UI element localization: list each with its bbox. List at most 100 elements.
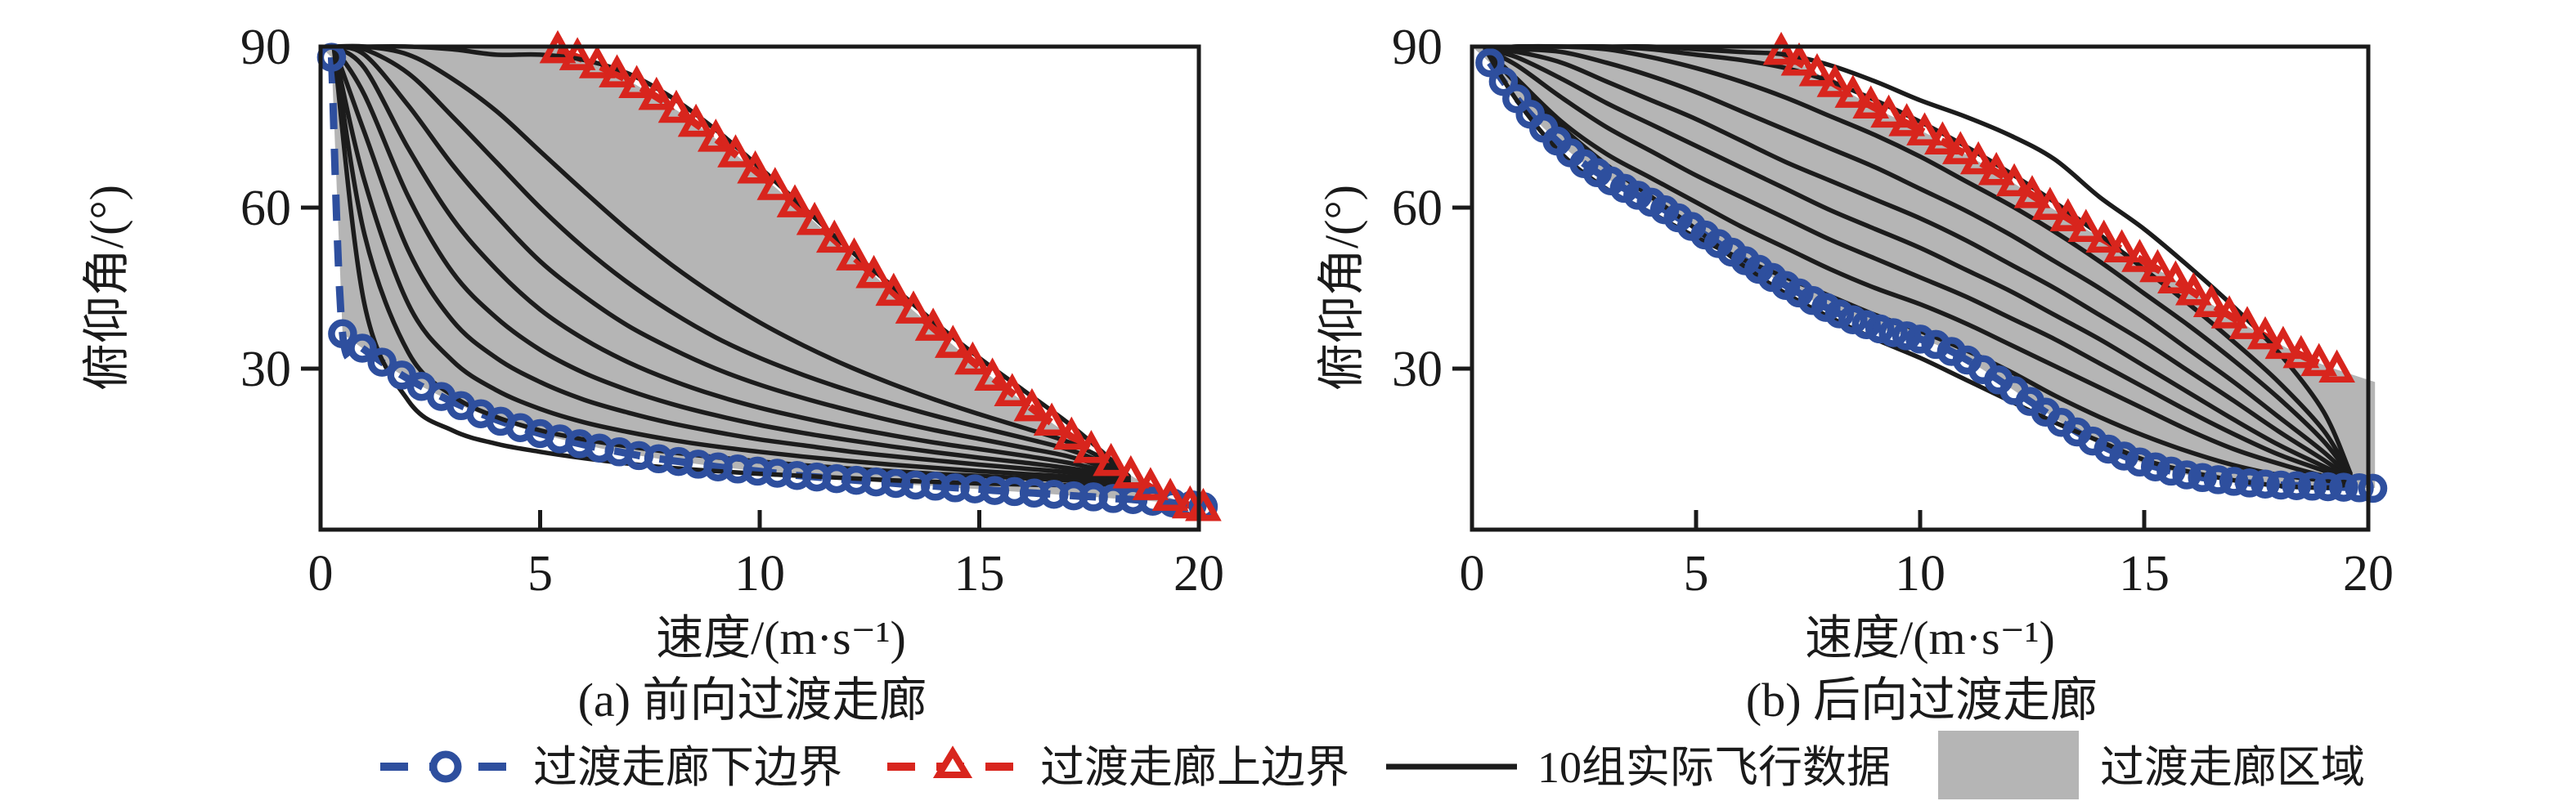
upper-boundary-triangle-marker-icon — [737, 150, 774, 184]
upper-boundary-triangle-marker-icon — [1033, 402, 1070, 436]
upper-boundary-triangle-marker-icon — [855, 254, 892, 289]
flight-data-line — [1483, 43, 2353, 479]
y-tick-label: 90 — [1392, 20, 1443, 75]
lower-boundary-circle-marker-icon — [2251, 469, 2280, 499]
upper-boundary-triangle-marker-icon — [1780, 42, 1818, 76]
x-tick-label: 10 — [1895, 546, 1945, 602]
lower-boundary-circle-marker-icon — [1488, 66, 1519, 96]
lower-boundary-circle-marker-icon — [367, 347, 397, 377]
upper-boundary-triangle-marker-icon — [1185, 487, 1222, 521]
legend-item-upper-boundary: 过渡走廊上边界 — [887, 743, 1349, 792]
plot-b-caption: (b) 后向过渡走廊 — [1746, 673, 2098, 727]
legend-item-corridor-region: 过渡走廊区域 — [1938, 731, 2365, 799]
upper-boundary-triangle-marker-icon — [1052, 416, 1090, 450]
upper-boundary-triangle-marker-icon — [2264, 325, 2302, 360]
upper-boundary-triangle-marker-icon — [1151, 477, 1189, 512]
lower-boundary-circle-marker-icon — [1905, 324, 1935, 354]
y-tick-label: 30 — [1392, 342, 1443, 397]
upper-boundary-triangle-marker-icon — [836, 237, 873, 271]
upper-boundary-triangle-marker-icon — [1816, 64, 1854, 97]
upper-boundary-triangle-marker-icon — [1959, 141, 1997, 175]
x-tick-label: 15 — [954, 546, 1005, 602]
y-tick-label: 90 — [240, 20, 291, 75]
corridor-region — [1472, 47, 2376, 489]
upper-boundary-triangle-marker-icon — [2121, 239, 2158, 272]
upper-boundary-triangle-marker-icon — [875, 272, 913, 307]
x-tick-label: 20 — [1174, 546, 1224, 602]
lower-boundary-circle-marker-icon — [2156, 456, 2186, 486]
upper-boundary-triangle-marker-icon — [2318, 349, 2355, 383]
upper-boundary-triangle-marker-icon — [914, 307, 952, 341]
upper-boundary-triangle-marker-icon — [2085, 219, 2123, 253]
lower-boundary-circle-marker-icon — [1838, 305, 1868, 334]
lower-boundary-circle-marker-icon — [2266, 470, 2296, 500]
upper-boundary-triangle-marker-icon — [954, 341, 991, 375]
plot-a-x-axis-label: 速度/(m·s⁻¹) — [656, 611, 906, 665]
upper-boundary-triangle-marker-icon — [1834, 74, 1872, 108]
lower-boundary-circle-marker-icon — [2172, 460, 2201, 490]
plot-a-forward-corridor: 0 5 10 15 20 30 60 90 — [240, 20, 1224, 602]
upper-boundary-triangle-marker-icon — [2049, 198, 2087, 231]
legend-item-flight-data: 10组实际飞行数据 — [1386, 743, 1891, 792]
upper-boundary-triangle-marker-icon — [638, 76, 675, 110]
lower-boundary-circle-marker-icon — [2219, 467, 2249, 496]
upper-boundary-triangle-marker-icon — [2228, 306, 2266, 339]
legend-corridor-region-label: 过渡走廊区域 — [2100, 743, 2365, 792]
upper-boundary-triangle-marker-icon — [1093, 442, 1129, 477]
y-tick-label: 60 — [1392, 181, 1443, 236]
upper-boundary-triangle-marker-icon — [2139, 248, 2176, 283]
upper-boundary-triangle-marker-icon — [559, 37, 596, 70]
lower-boundary-circle-marker-icon — [2313, 472, 2343, 502]
flight-data-line — [331, 44, 1131, 484]
upper-boundary-triangle-marker-icon — [2157, 260, 2194, 294]
x-tick-label: 20 — [2343, 546, 2394, 602]
upper-boundary-triangle-marker-icon — [2192, 284, 2230, 317]
lower-boundary-circle-marker-icon — [2203, 465, 2233, 494]
upper-boundary-triangle-marker-icon — [2031, 186, 2069, 221]
legend-flight-data-label: 10组实际飞行数据 — [1537, 743, 1891, 792]
upper-boundary-triangle-marker-icon — [2246, 315, 2284, 350]
upper-boundary-triangle-marker-icon — [2282, 334, 2320, 369]
legend-region-swatch-icon — [1938, 731, 2079, 799]
lower-boundary-circle-marker-icon — [348, 333, 377, 363]
upper-boundary-triangle-marker-icon — [578, 45, 616, 78]
x-tick-label: 15 — [2119, 546, 2170, 602]
upper-boundary-triangle-marker-icon — [1762, 31, 1800, 65]
flight-data-line — [331, 44, 1131, 485]
plot-b-x-axis-label: 速度/(m·s⁻¹) — [1805, 611, 2055, 665]
upper-boundary-triangle-marker-icon — [618, 65, 655, 99]
lower-boundary-circle-marker-icon — [1892, 321, 1922, 351]
upper-boundary-triangle-marker-icon — [1073, 430, 1110, 463]
lower-boundary-circle-marker-icon — [1865, 314, 1895, 344]
lower-boundary-circle-marker-icon — [1851, 310, 1881, 339]
upper-boundary-triangle-marker-icon — [1798, 53, 1836, 87]
lower-boundary-circle-marker-icon — [2188, 463, 2217, 493]
flight-data-line — [331, 44, 1131, 483]
plot-a-y-axis-label: 俯仰角/(°) — [80, 185, 133, 391]
flight-data-line — [1483, 47, 2353, 480]
lower-boundary-circle-marker-icon — [2282, 471, 2312, 500]
legend: 过渡走廊下边界 过渡走廊上边界 10组实际飞行数据 过渡走廊区域 — [380, 731, 2365, 799]
upper-boundary-triangle-marker-icon — [2174, 272, 2212, 306]
lower-boundary-circle-marker-icon — [2329, 472, 2358, 502]
lower-boundary-circle-marker-icon — [1475, 47, 1505, 78]
upper-boundary-triangle-marker-icon — [994, 373, 1031, 406]
upper-boundary-triangle-marker-icon — [2103, 229, 2140, 262]
plot-b-y-axis-label: 俯仰角/(°) — [1315, 185, 1368, 391]
lower-boundary-circle-marker-icon — [1878, 318, 1908, 347]
upper-boundary-triangle-marker-icon — [1852, 85, 1890, 119]
flight-data-line — [1483, 47, 2353, 481]
upper-boundary-triangle-marker-icon — [1870, 94, 1907, 128]
upper-boundary-triangle-marker-icon — [1941, 131, 1979, 164]
legend-triangle-marker-icon — [932, 745, 973, 778]
upper-boundary-triangle-marker-icon — [717, 134, 754, 168]
flight-data-line — [1483, 47, 2353, 482]
upper-boundary-triangle-marker-icon — [657, 89, 695, 123]
corridor-region — [321, 47, 1204, 508]
upper-boundary-triangle-marker-icon — [2013, 175, 2051, 208]
x-tick-label: 0 — [1460, 546, 1485, 602]
upper-boundary-triangle-marker-icon — [974, 357, 1011, 391]
upper-boundary-triangle-marker-icon — [934, 324, 972, 358]
legend-item-lower-boundary: 过渡走廊下边界 — [380, 743, 842, 792]
